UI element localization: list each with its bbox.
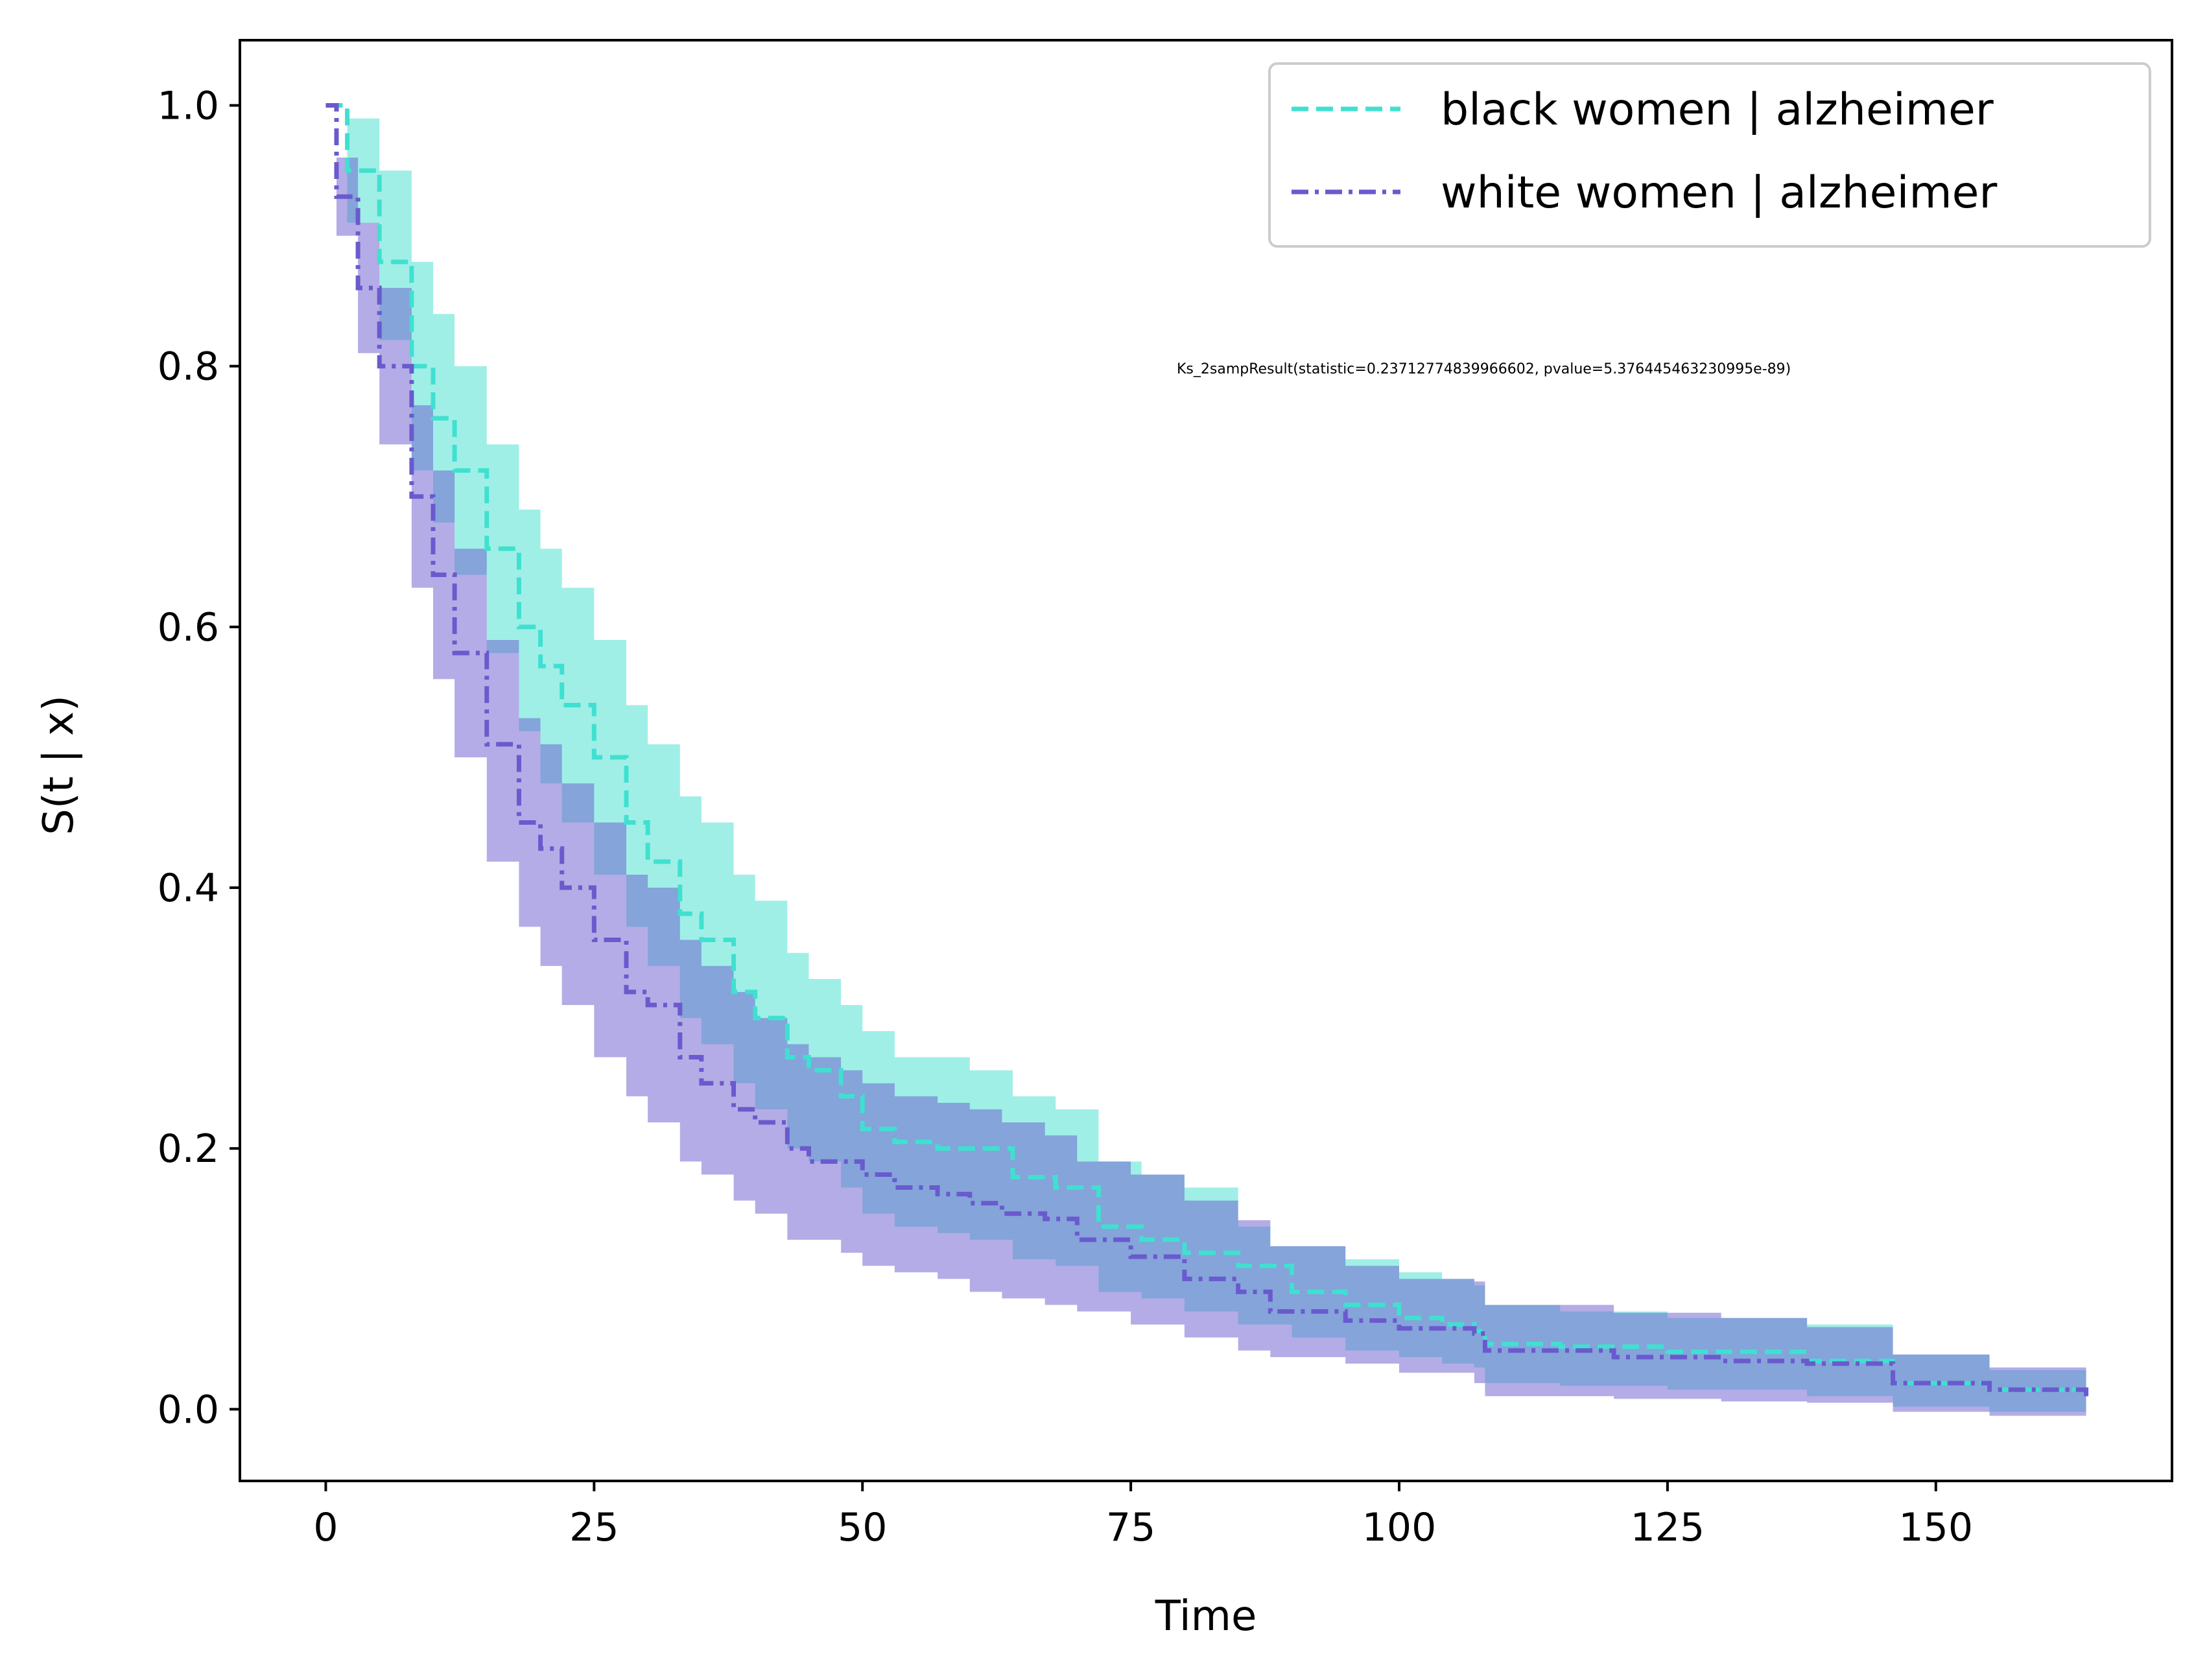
y-tick-label: 0.0 xyxy=(158,1387,219,1432)
x-tick-label: 100 xyxy=(1362,1505,1437,1550)
x-axis-label: Time xyxy=(1155,1592,1257,1640)
y-tick-label: 0.8 xyxy=(158,344,219,390)
survival-line-black-women xyxy=(325,103,2089,1399)
legend-box xyxy=(1268,62,2151,248)
x-tick-label: 0 xyxy=(313,1505,338,1550)
plot-frame xyxy=(239,39,2173,1482)
confidence-band-white-women xyxy=(325,105,2086,1420)
legend-label-black-women: black women | alzheimer xyxy=(1441,84,1994,136)
x-axis-ticks: 0 25 50 75 100 125 150 xyxy=(313,1481,1973,1550)
x-tick-label: 150 xyxy=(1899,1505,1974,1550)
ks-test-annotation: Ks_2sampResult(statistic=0.2371277483996… xyxy=(1177,361,1791,377)
legend: black women | alzheimer white women | al… xyxy=(1268,62,2151,248)
survival-lines xyxy=(325,103,2089,1399)
x-tick-label: 125 xyxy=(1631,1505,1705,1550)
x-tick-label: 25 xyxy=(569,1505,619,1550)
y-tick-label: 0.4 xyxy=(158,866,219,911)
x-tick-label: 75 xyxy=(1106,1505,1155,1550)
confidence-bands xyxy=(325,105,2086,1420)
x-tick-label: 50 xyxy=(838,1505,887,1550)
y-tick-label: 0.2 xyxy=(158,1126,219,1172)
y-tick-label: 0.6 xyxy=(158,605,219,650)
survival-line-white-women xyxy=(325,103,2089,1399)
y-axis-ticks: 0.0 0.2 0.4 0.6 0.8 1.0 xyxy=(158,84,240,1432)
legend-label-white-women: white women | alzheimer xyxy=(1441,167,1997,219)
y-tick-label: 1.0 xyxy=(158,84,219,129)
y-axis-label: S(t | x) xyxy=(35,695,83,835)
